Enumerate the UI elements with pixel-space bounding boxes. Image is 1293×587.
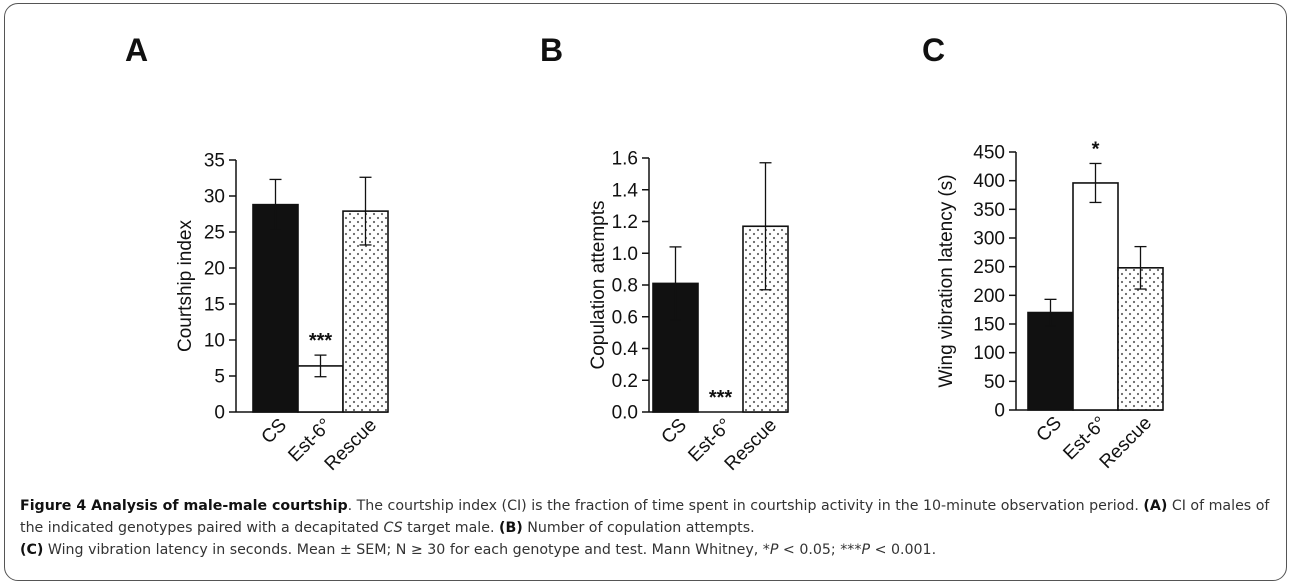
y-tick-label: 0 [994,401,1005,422]
caption-p2: P [861,542,871,558]
caption-b-text: Number of copulation attempts. [522,520,755,536]
y-tick-label: 50 [984,372,1005,393]
caption-p1: P [769,542,779,558]
y-tick-label: 30 [204,187,225,208]
y-axis-title: Courtship index [175,219,196,352]
y-tick-label: 25 [204,223,225,244]
caption-c-text: Wing vibration latency in seconds. Mean … [43,542,770,558]
caption-a-tail: target male. [402,520,499,536]
y-tick-label: 1.6 [612,149,638,170]
significance-mark: *** [309,330,333,352]
caption-b-label: (B) [499,520,523,536]
chart-b: 0.0 0.2 0.4 0.6 0.8 1.0 1.2 1.4 1.6 Copulation at… [588,149,789,475]
caption-title: Figure 4 Analysis of male-male courtship [20,498,348,514]
y-tick-label: 0.4 [612,339,639,360]
panel-label-b: B [540,32,564,68]
y-tick-label: 300 [973,229,1005,250]
y-tick-label: 20 [204,259,225,280]
y-axis-title: Wing vibration latency (s) [936,174,957,387]
y-tick-label: 5 [214,367,225,388]
y-tick-label: 15 [204,295,225,316]
y-tick-label: 200 [973,286,1005,307]
y-tick-label: 150 [973,315,1005,336]
y-tick-label: 1.0 [612,244,638,265]
figure-caption: Figure 4 Analysis of male-male courtship… [20,495,1275,561]
y-tick-label: 400 [973,171,1005,192]
caption-a-text: CI of males of the indicated genotypes p… [20,498,1270,536]
y-tick-label: 350 [973,200,1005,221]
y-tick-label: 10 [204,331,225,352]
caption-a-italic: CS [383,520,403,536]
y-tick-label: 0.2 [612,371,638,392]
bar-b-1 [652,282,699,413]
y-tick-label: 1.4 [612,180,639,201]
significance-mark: * [1092,138,1100,160]
x-tick-label: CS [658,415,692,449]
y-tick-label: 0.6 [612,307,638,328]
caption-intro: . The courtship index (CI) is the fracti… [347,498,1144,514]
panel-label-a: A [125,32,149,68]
y-tick-label: 250 [973,257,1005,278]
x-tick-label: CS [1033,413,1067,447]
y-tick-label: 1.2 [612,212,638,233]
y-tick-label: 0 [214,403,225,424]
significance-mark: *** [709,387,733,409]
caption-c-end: < 0.001. [870,542,937,558]
x-tick-label: CS [258,415,292,449]
y-tick-label: 100 [973,343,1005,364]
bar-a-1 [252,203,299,413]
y-tick-label: 450 [973,143,1005,164]
bar-c-2 [1072,182,1119,411]
y-tick-label: 0.0 [612,403,638,424]
panel-label-c: C [922,32,946,68]
y-axis-title: Copulation attempts [588,201,609,370]
caption-c-mid: < 0.05; *** [778,542,862,558]
caption-c-label: (C) [20,542,44,558]
bar-c-1 [1027,311,1074,411]
y-tick-label: 35 [204,151,225,172]
bar-c-3 [1117,267,1164,411]
chart-c: 0 50 100 150 200 250 300 350 400 450 Wing vibratio… [936,138,1164,473]
caption-a-label: (A) [1143,498,1168,514]
y-tick-label: 0.8 [612,276,638,297]
